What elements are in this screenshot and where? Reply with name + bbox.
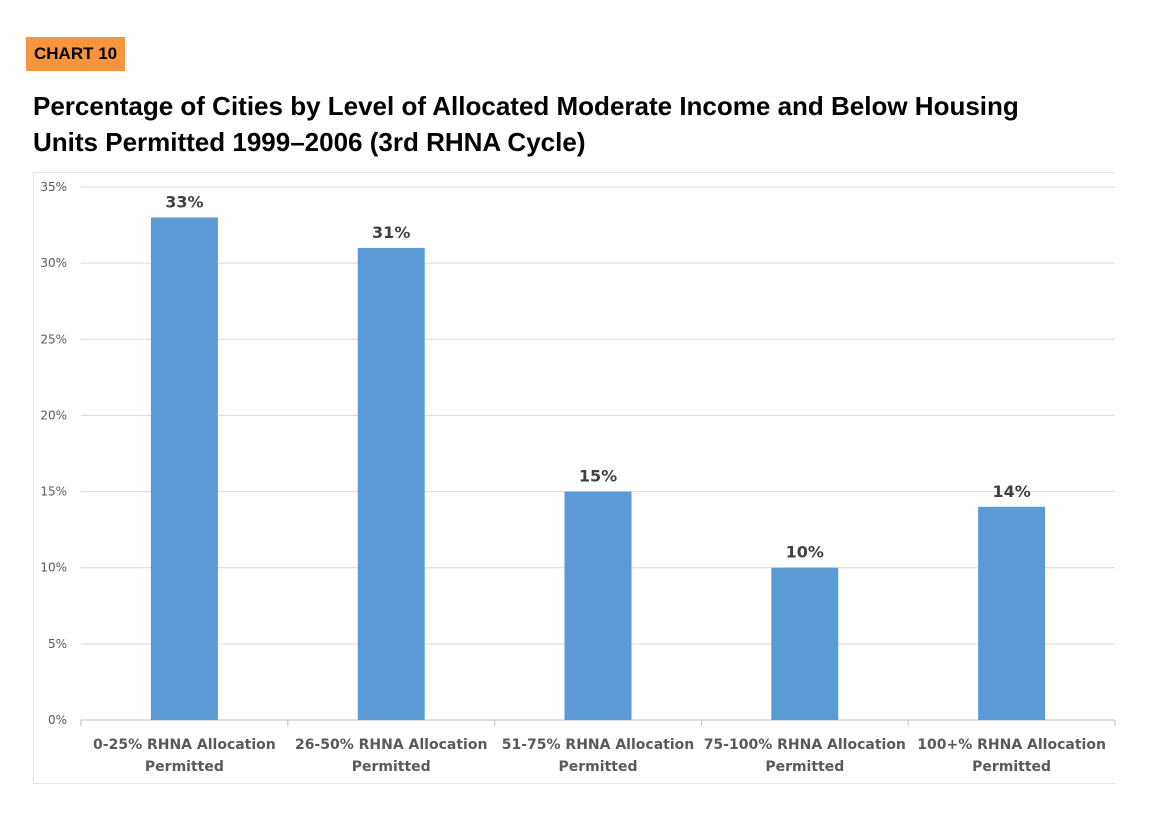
chart-title-line-2: Units Permitted 1999–2006 (3rd RHNA Cycl… — [33, 127, 586, 157]
x-tick-label: Permitted — [352, 759, 431, 775]
y-tick-label: 5% — [48, 637, 67, 651]
chart-frame — [33, 172, 1115, 784]
x-tick-label: Permitted — [972, 759, 1051, 775]
x-tick-label: 100+% RHNA Allocation — [917, 737, 1106, 753]
y-tick-label: 0% — [48, 713, 67, 727]
bar — [150, 217, 218, 720]
data-label: 31% — [372, 223, 410, 242]
x-tick-label: Permitted — [765, 759, 844, 775]
data-label: 10% — [786, 543, 824, 562]
data-label: 14% — [992, 482, 1030, 501]
chart-title-line-1: Percentage of Cities by Level of Allocat… — [33, 91, 1019, 121]
y-tick-label: 20% — [40, 408, 67, 422]
x-tick-label: Permitted — [145, 759, 224, 775]
x-tick-label: Permitted — [559, 759, 638, 775]
x-tick-label: 0-25% RHNA Allocation — [93, 737, 276, 753]
bar — [771, 567, 839, 720]
data-label: 33% — [165, 192, 203, 211]
bar — [564, 491, 632, 720]
data-label: 15% — [579, 467, 617, 486]
y-tick-label: 15% — [40, 485, 67, 499]
y-tick-label: 35% — [40, 180, 67, 194]
y-tick-label: 25% — [40, 332, 67, 346]
bar — [357, 247, 425, 720]
x-tick-label: 26-50% RHNA Allocation — [295, 737, 487, 753]
y-tick-label: 10% — [40, 561, 67, 575]
x-tick-label: 51-75% RHNA Allocation — [502, 737, 694, 753]
x-tick-label: 75-100% RHNA Allocation — [704, 737, 906, 753]
y-tick-label: 30% — [40, 256, 67, 270]
chart-title: Percentage of Cities by Level of Allocat… — [33, 88, 1133, 160]
bar — [978, 506, 1046, 720]
chart-number-badge: CHART 10 — [26, 37, 126, 71]
